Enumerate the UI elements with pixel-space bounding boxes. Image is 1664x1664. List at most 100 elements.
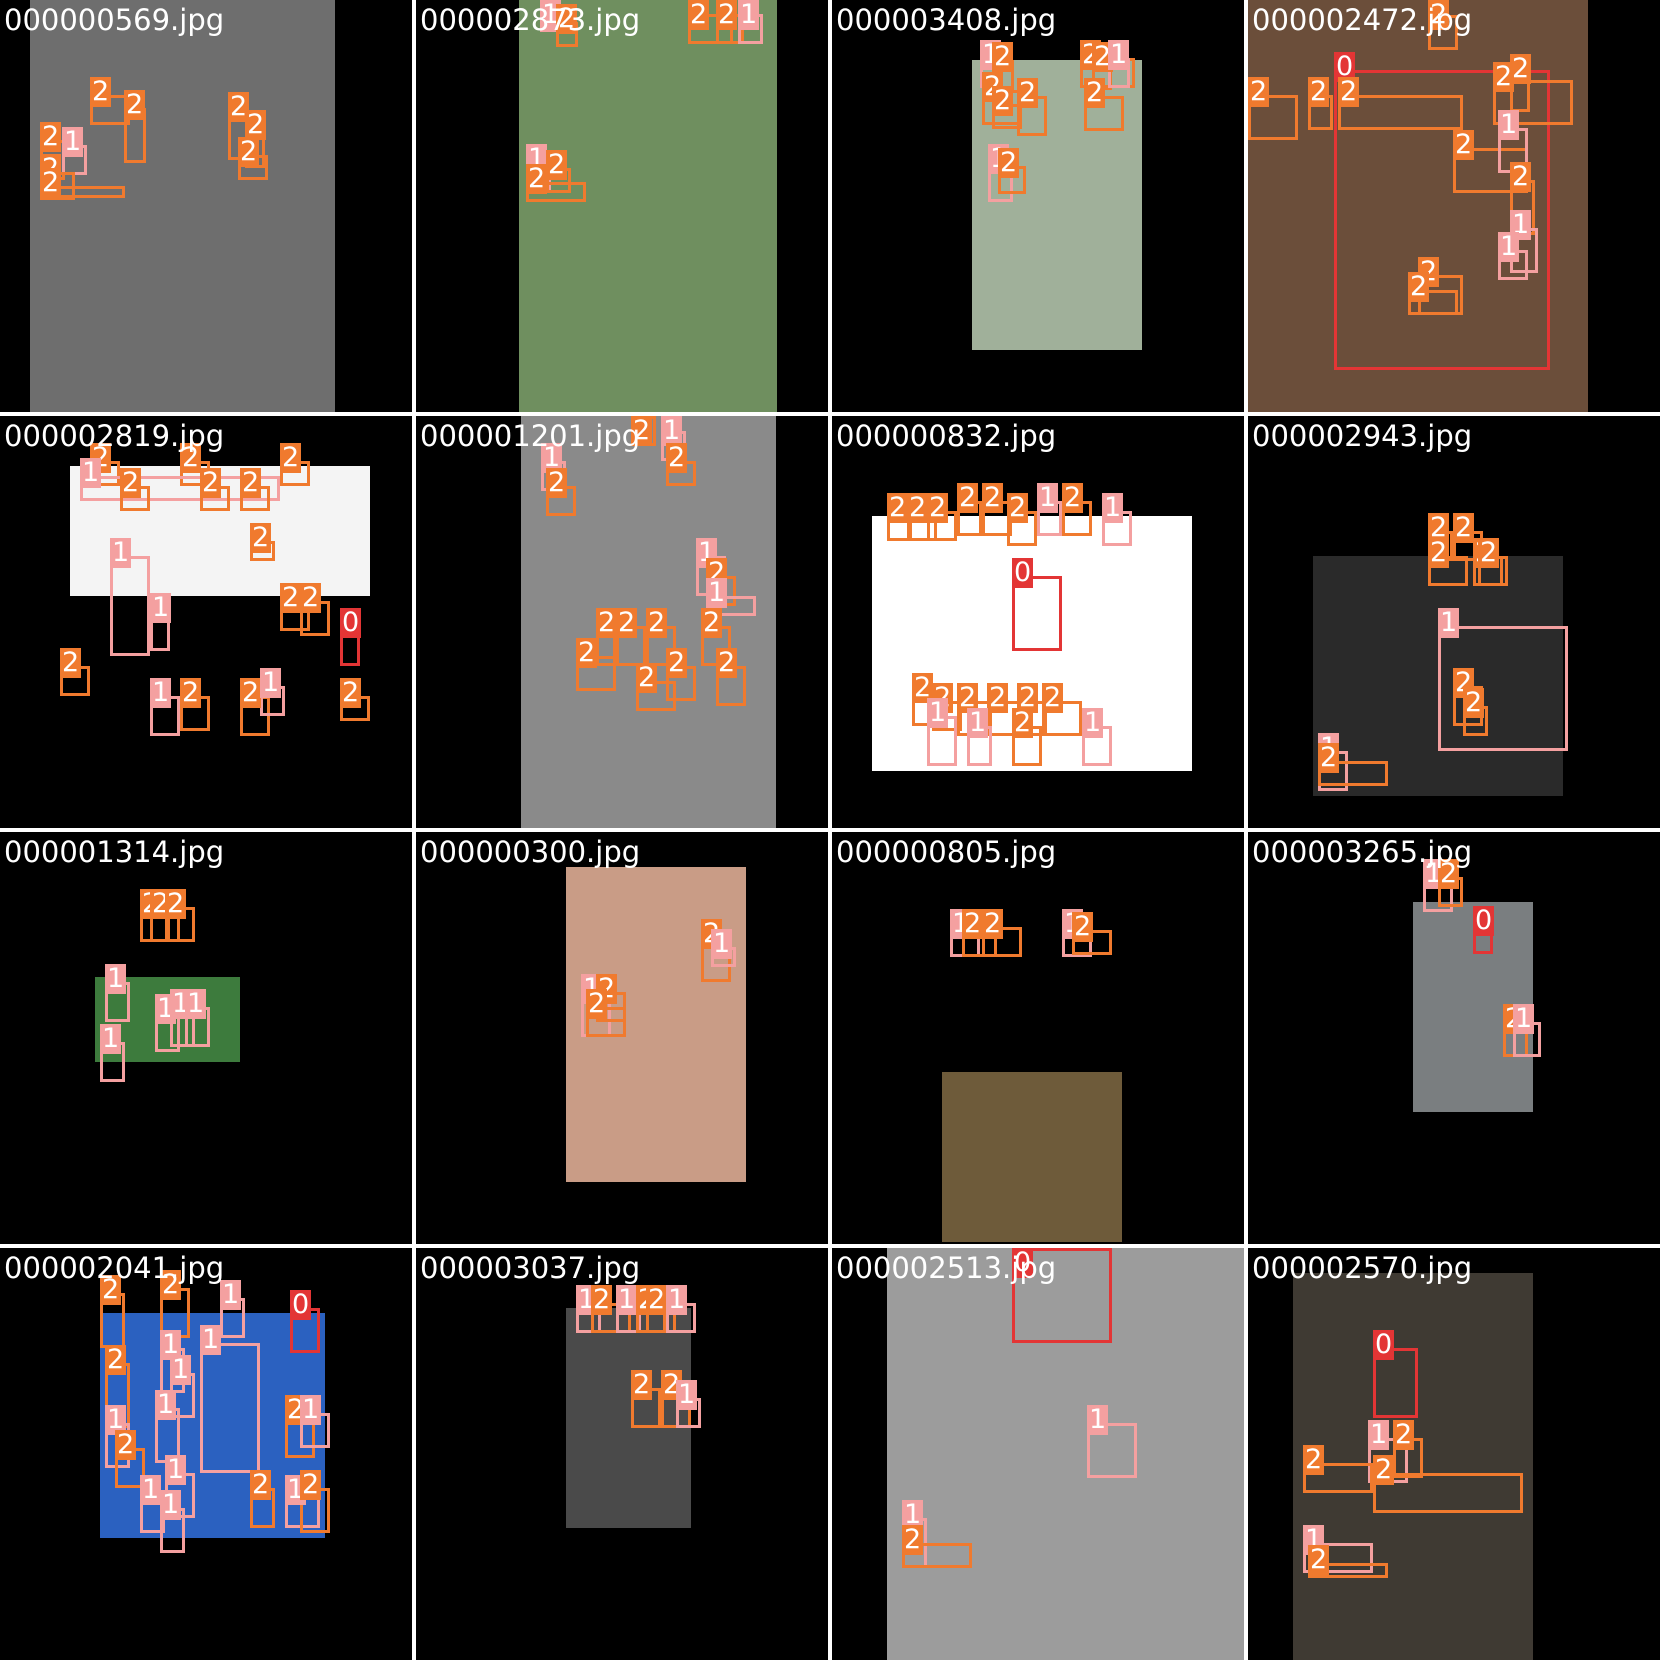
- tile-image: [30, 0, 335, 412]
- bbox-label: 1: [1498, 231, 1520, 262]
- mosaic-tile: 000002873.jpg 1 2 2 2 1 1 2 2: [416, 0, 828, 412]
- mosaic-tile: 000002513.jpg 0 1 1 2: [832, 1248, 1244, 1660]
- bbox-label: 2: [100, 1274, 122, 1305]
- bbox-class-2: [1373, 1473, 1523, 1513]
- tile-filename: 000002513.jpg: [836, 1251, 1057, 1285]
- bbox-class-2: [1338, 95, 1463, 130]
- bbox-label: 2: [666, 442, 688, 473]
- bbox-label: 2: [957, 482, 979, 513]
- bbox-label: 1: [1087, 1404, 1109, 1435]
- bbox-label: 2: [688, 0, 710, 30]
- bbox-label: 2: [1248, 76, 1270, 107]
- bbox-label: 2: [120, 467, 142, 498]
- bbox-label: 2: [556, 3, 578, 34]
- bbox-label: 1: [1513, 1003, 1535, 1034]
- bbox-class-2: [1318, 761, 1388, 786]
- bbox-label: 2: [1303, 1444, 1325, 1475]
- bbox-label: 2: [1428, 512, 1450, 543]
- bbox-label: 1: [902, 1499, 924, 1530]
- bbox-label: 2: [1084, 77, 1106, 108]
- bbox-label: 2: [1428, 0, 1450, 30]
- tile-filename: 000003037.jpg: [420, 1251, 641, 1285]
- bbox-label: 1: [1102, 492, 1124, 523]
- bbox-class-0: [1334, 70, 1550, 370]
- bbox-label: 2: [1373, 1454, 1395, 1485]
- bbox-label: 0: [1012, 557, 1034, 588]
- tile-image: [519, 0, 777, 412]
- bbox-label: 2: [586, 988, 608, 1019]
- bbox-label: 2: [1408, 271, 1430, 302]
- bbox-label: 2: [340, 677, 362, 708]
- tile-filename: 000000300.jpg: [420, 835, 641, 869]
- bbox-label: 2: [907, 492, 929, 523]
- bbox-label: 2: [40, 121, 62, 152]
- bbox-label: 0: [340, 607, 362, 638]
- bbox-class-2: [1248, 95, 1298, 140]
- tile-filename: 000001314.jpg: [4, 835, 225, 869]
- bbox-label: 1: [170, 1354, 192, 1385]
- bbox-label: 2: [631, 1369, 653, 1400]
- bbox-label: 2: [90, 76, 112, 107]
- tile-image: [1293, 1273, 1533, 1660]
- bbox-label: 2: [200, 467, 222, 498]
- bbox-label: 1: [165, 1454, 187, 1485]
- bbox-label: 1: [220, 1279, 242, 1310]
- tile-filename: 000000805.jpg: [836, 835, 1057, 869]
- bbox-label: 2: [927, 492, 949, 523]
- bbox-label: 2: [105, 1344, 127, 1375]
- bbox-label: 1: [105, 963, 127, 994]
- bbox-label: 1: [1438, 607, 1460, 638]
- bbox-label: 1: [706, 577, 728, 608]
- bbox-label: 1: [1368, 1419, 1390, 1450]
- bbox-label: 2: [1062, 482, 1084, 513]
- bbox-label: 2: [1308, 76, 1330, 107]
- bbox-label: 1: [661, 416, 683, 446]
- bbox-label: 2: [546, 467, 568, 498]
- bbox-label: 0: [1373, 1329, 1395, 1360]
- bbox-class-1: [1087, 1423, 1137, 1478]
- bbox-label: 1: [300, 1394, 322, 1425]
- bbox-label: 2: [636, 662, 658, 693]
- bbox-class-1: [1303, 1543, 1373, 1573]
- bbox-label: 2: [240, 677, 262, 708]
- mosaic-tile: 000002472.jpg02222222121122: [1248, 0, 1660, 412]
- bbox-label: 2: [1510, 161, 1532, 192]
- bbox-label: 2: [1453, 129, 1475, 160]
- tile-filename: 000002570.jpg: [1252, 1251, 1473, 1285]
- tile-filename: 000002873.jpg: [420, 3, 641, 37]
- mosaic-tile: 000003408.jpg12221222212: [832, 0, 1244, 412]
- bbox-label: 2: [526, 163, 548, 194]
- mosaic-tile: 000003265.jpg12021: [1248, 832, 1660, 1244]
- mosaic-tile: 000001201.jpg 1 2 2 1 2 1 2 1 2 2 2 2 2 2 2 2: [416, 416, 828, 828]
- bbox-label: 2: [576, 637, 598, 668]
- bbox-label: 1: [100, 1023, 122, 1054]
- bbox-class-0: [1373, 1348, 1418, 1418]
- bbox-class-0: [1012, 1248, 1112, 1343]
- bbox-label: 2: [115, 1429, 137, 1460]
- tile-filename: 000002041.jpg: [4, 1251, 225, 1285]
- tile-filename: 000002819.jpg: [4, 419, 225, 453]
- tile-image: [566, 1308, 691, 1528]
- bbox-label: 2: [666, 647, 688, 678]
- bbox-label: 2: [1438, 858, 1460, 889]
- bbox-label: 1: [1082, 707, 1104, 738]
- tile-filename: 000003265.jpg: [1252, 835, 1473, 869]
- tile-image: [1248, 0, 1588, 412]
- tile-image: [887, 1248, 1244, 1660]
- bbox-label: 2: [160, 1269, 182, 1300]
- bbox-label: 1: [150, 592, 172, 623]
- tile-filename: 000000569.jpg: [4, 3, 225, 37]
- bbox-class-1: [1438, 626, 1568, 751]
- bbox-label: 1: [711, 928, 733, 959]
- bbox-label: 2: [280, 442, 302, 473]
- bbox-class-1: [110, 556, 150, 656]
- bbox-label: 2: [591, 1284, 613, 1315]
- bbox-label: 0: [1012, 1248, 1034, 1278]
- bbox-label: 2: [992, 41, 1014, 72]
- bbox-label: 2: [1453, 512, 1475, 543]
- bbox-label: 2: [60, 647, 82, 678]
- bbox-label: 2: [902, 1524, 924, 1555]
- bbox-label: 0: [290, 1289, 312, 1320]
